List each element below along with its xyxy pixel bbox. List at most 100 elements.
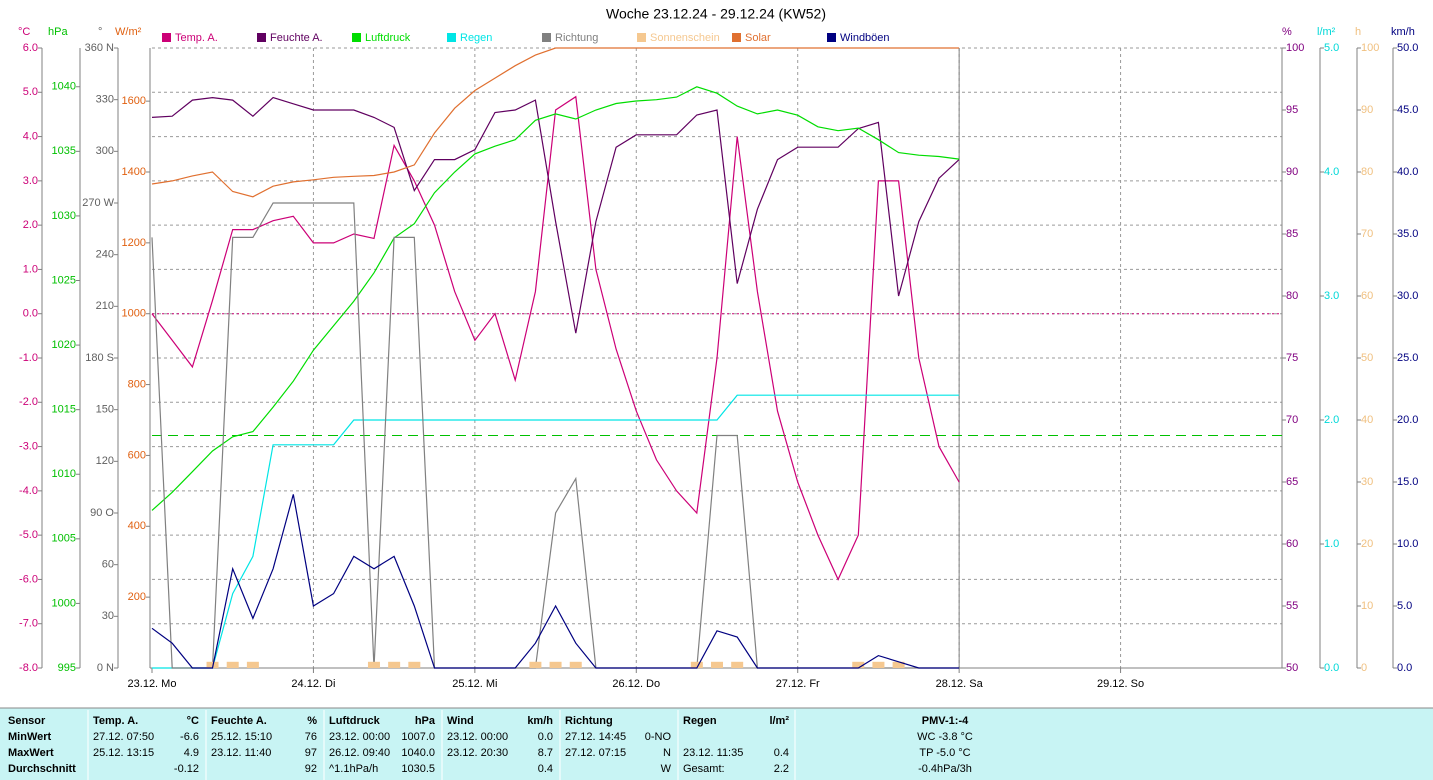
legend-swatch: [352, 33, 361, 42]
x-tick-label: 24.12. Di: [291, 678, 335, 690]
table-header: Temp. A.: [93, 715, 138, 727]
axis-unit: h: [1355, 26, 1361, 38]
y-tick-label: 65: [1286, 476, 1298, 488]
table-header: Regen: [683, 715, 717, 727]
legend-swatch: [447, 33, 456, 42]
legend-swatch: [732, 33, 741, 42]
y-tick-label: 95: [1286, 104, 1298, 116]
bar: [711, 661, 723, 668]
series-line: [151, 494, 960, 669]
table-cell: -0.12: [174, 763, 199, 775]
y-tick-label: 200: [128, 591, 146, 603]
legend-label: Sonnenschein: [650, 32, 720, 44]
table-cell: 97: [305, 747, 317, 759]
y-tick-label: 90: [1286, 166, 1298, 178]
y-tick-label: -6.0: [19, 573, 38, 585]
y-tick-label: 995: [58, 662, 76, 674]
y-tick-label: 100: [1361, 42, 1379, 54]
y-tick-label: 2.0: [1324, 414, 1339, 426]
y-tick-label: 5.0: [23, 86, 38, 98]
table-cell: 23.12. 00:00: [447, 731, 508, 743]
y-tick-label: 270 W: [82, 197, 114, 209]
y-tick-label: -4.0: [19, 485, 38, 497]
y-tick-label: 300: [96, 145, 114, 157]
table-cell: 1040.0: [401, 747, 435, 759]
table-cell: 25.12. 13:15: [93, 747, 154, 759]
y-tick-label: 0 N: [97, 662, 114, 674]
row-label: MaxWert: [8, 747, 54, 759]
y-tick-label: 100: [1286, 42, 1304, 54]
y-tick-label: 30.0: [1397, 290, 1418, 302]
table-header: PMV-1:-4: [922, 715, 969, 727]
y-tick-label: 3.0: [1324, 290, 1339, 302]
y-tick-label: 1200: [122, 237, 146, 249]
y-tick-label: 1040: [52, 81, 76, 93]
bar: [226, 661, 239, 668]
table-cell: 23.12. 00:00: [329, 731, 390, 743]
table-cell: 26.12. 09:40: [329, 747, 390, 759]
bar: [569, 661, 582, 668]
y-tick-label: 30: [1361, 476, 1373, 488]
legend-label: Windböen: [840, 32, 890, 44]
y-tick-label: 0.0: [23, 308, 38, 320]
legend-swatch: [162, 33, 171, 42]
series-line: [152, 394, 960, 669]
series-line: [151, 96, 960, 334]
legend-swatch: [637, 33, 646, 42]
y-tick-label: 2.0: [23, 219, 38, 231]
y-tick-label: 1005: [52, 533, 76, 545]
table-cell: N: [663, 747, 671, 759]
table-unit: km/h: [527, 715, 553, 727]
table-cell: 23.12. 11:40: [211, 747, 271, 759]
y-tick-label: 1.0: [1324, 538, 1339, 550]
y-tick-label: 1000: [52, 597, 76, 609]
table-unit: %: [307, 715, 317, 727]
chart-title: Woche 23.12.24 - 29.12.24 (KW52): [606, 6, 826, 22]
table-cell: 76: [305, 731, 317, 743]
axis-unit: l/m²: [1317, 26, 1336, 38]
y-tick-label: 1015: [52, 404, 76, 416]
y-tick-label: 60: [1361, 290, 1373, 302]
legend-label: Regen: [460, 32, 492, 44]
y-tick-label: 25.0: [1397, 352, 1418, 364]
table-header: Richtung: [565, 715, 613, 727]
table-unit: °C: [187, 715, 199, 727]
y-tick-label: -8.0: [19, 662, 38, 674]
y-tick-label: 0.0: [1324, 662, 1339, 674]
bar: [408, 661, 421, 668]
y-tick-label: 50.0: [1397, 42, 1418, 54]
series-line: [151, 47, 960, 198]
y-tick-label: 40.0: [1397, 166, 1418, 178]
series-line: [151, 86, 960, 511]
table-cell: -6.6: [180, 731, 199, 743]
y-tick-label: 4.0: [1324, 166, 1339, 178]
row-label: Durchschnitt: [8, 763, 76, 775]
y-tick-label: 1600: [122, 95, 146, 107]
y-tick-label: 5.0: [1397, 600, 1412, 612]
table-header: Sensor: [8, 715, 46, 727]
y-tick-label: 40: [1361, 414, 1373, 426]
y-tick-label: 70: [1361, 228, 1373, 240]
y-tick-label: 20: [1361, 538, 1373, 550]
y-tick-label: 4.0: [23, 130, 38, 142]
y-tick-label: -5.0: [19, 529, 38, 541]
y-tick-label: 240: [96, 249, 114, 261]
y-tick-label: 1400: [122, 166, 146, 178]
bar: [852, 661, 865, 668]
y-tick-label: 50: [1286, 662, 1298, 674]
y-tick-label: 60: [1286, 538, 1298, 550]
table-cell: 92: [305, 763, 317, 775]
table-cell: 27.12. 14:45: [565, 731, 626, 743]
y-tick-label: 30: [102, 610, 114, 622]
table-cell: 27.12. 07:50: [93, 731, 154, 743]
y-tick-label: 1030: [52, 210, 76, 222]
table-cell: Gesamt:: [683, 763, 725, 775]
y-tick-label: 6.0: [23, 42, 38, 54]
x-tick-label: 23.12. Mo: [128, 678, 177, 690]
axis-unit: km/h: [1391, 26, 1415, 38]
table-header: Wind: [447, 715, 474, 727]
axis-unit: hPa: [48, 26, 68, 38]
bar: [872, 661, 885, 668]
table-cell: TP -5.0 °C: [919, 747, 970, 759]
